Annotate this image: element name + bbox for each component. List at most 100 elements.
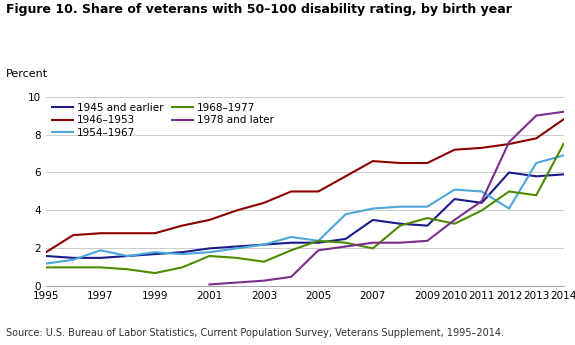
- 1954–1967: [451, 188, 458, 192]
- Line: 1968–1977: 1968–1977: [46, 144, 564, 273]
- 1954–1967: [478, 189, 485, 194]
- 1968–1977: [43, 265, 49, 269]
- Line: 1954–1967: 1954–1967: [46, 155, 564, 264]
- 1968–1977: [124, 267, 131, 271]
- 1968–1977: [260, 259, 267, 264]
- 1978 and later: [260, 278, 267, 283]
- 1945 and earlier: [179, 250, 186, 254]
- 1946–1953: [179, 224, 186, 228]
- 1954–1967: [151, 250, 158, 254]
- 1968–1977: [533, 193, 540, 197]
- 1968–1977: [179, 265, 186, 269]
- 1968–1977: [70, 265, 76, 269]
- 1968–1977: [233, 256, 240, 260]
- 1945 and earlier: [560, 172, 567, 176]
- 1978 and later: [533, 114, 540, 118]
- 1968–1977: [505, 189, 512, 194]
- 1954–1967: [424, 205, 431, 209]
- 1945 and earlier: [478, 201, 485, 205]
- 1945 and earlier: [43, 254, 49, 258]
- 1968–1977: [97, 265, 104, 269]
- 1946–1953: [288, 189, 294, 194]
- 1945 and earlier: [397, 221, 404, 226]
- 1945 and earlier: [369, 218, 376, 222]
- 1954–1967: [369, 206, 376, 210]
- 1946–1953: [315, 189, 322, 194]
- 1954–1967: [505, 206, 512, 210]
- 1978 and later: [233, 280, 240, 285]
- Line: 1978 and later: 1978 and later: [209, 112, 564, 284]
- 1946–1953: [260, 201, 267, 205]
- Text: Source: U.S. Bureau of Labor Statistics, Current Population Survey, Veterans Sup: Source: U.S. Bureau of Labor Statistics,…: [6, 328, 504, 338]
- 1978 and later: [342, 244, 349, 248]
- 1946–1953: [424, 161, 431, 165]
- Line: 1946–1953: 1946–1953: [46, 119, 564, 252]
- 1978 and later: [451, 218, 458, 222]
- 1945 and earlier: [505, 170, 512, 175]
- 1968–1977: [288, 248, 294, 253]
- 1945 and earlier: [451, 197, 458, 201]
- 1945 and earlier: [424, 224, 431, 228]
- 1945 and earlier: [288, 241, 294, 245]
- 1954–1967: [288, 235, 294, 239]
- 1945 and earlier: [70, 256, 76, 260]
- 1978 and later: [505, 140, 512, 144]
- Text: Figure 10. Share of veterans with 50–100 disability rating, by birth year: Figure 10. Share of veterans with 50–100…: [6, 3, 512, 17]
- 1945 and earlier: [97, 256, 104, 260]
- 1945 and earlier: [233, 244, 240, 248]
- 1978 and later: [206, 282, 213, 286]
- 1946–1953: [451, 148, 458, 152]
- 1978 and later: [560, 110, 567, 114]
- 1954–1967: [206, 250, 213, 254]
- 1946–1953: [151, 231, 158, 235]
- 1946–1953: [206, 218, 213, 222]
- 1954–1967: [397, 205, 404, 209]
- 1954–1967: [70, 258, 76, 262]
- 1968–1977: [151, 271, 158, 275]
- 1968–1977: [342, 241, 349, 245]
- 1978 and later: [424, 239, 431, 243]
- 1954–1967: [233, 246, 240, 250]
- 1978 and later: [288, 275, 294, 279]
- 1978 and later: [315, 248, 322, 253]
- 1945 and earlier: [533, 174, 540, 178]
- 1954–1967: [342, 212, 349, 216]
- 1946–1953: [70, 233, 76, 237]
- Text: Percent: Percent: [6, 69, 48, 79]
- 1945 and earlier: [260, 243, 267, 247]
- 1954–1967: [179, 252, 186, 256]
- 1968–1977: [369, 246, 376, 250]
- 1945 and earlier: [124, 254, 131, 258]
- 1968–1977: [451, 221, 458, 226]
- 1945 and earlier: [342, 237, 349, 241]
- 1978 and later: [369, 241, 376, 245]
- 1945 and earlier: [206, 246, 213, 250]
- 1946–1953: [560, 117, 567, 121]
- 1968–1977: [424, 216, 431, 220]
- 1968–1977: [397, 224, 404, 228]
- 1954–1967: [533, 161, 540, 165]
- 1954–1967: [560, 153, 567, 157]
- Line: 1945 and earlier: 1945 and earlier: [46, 172, 564, 258]
- 1945 and earlier: [151, 252, 158, 256]
- 1946–1953: [43, 250, 49, 254]
- 1968–1977: [206, 254, 213, 258]
- 1954–1967: [315, 239, 322, 243]
- 1946–1953: [478, 146, 485, 150]
- 1946–1953: [369, 159, 376, 163]
- 1946–1953: [342, 174, 349, 178]
- 1946–1953: [397, 161, 404, 165]
- 1946–1953: [97, 231, 104, 235]
- 1946–1953: [233, 208, 240, 213]
- 1954–1967: [43, 262, 49, 266]
- 1954–1967: [124, 254, 131, 258]
- 1946–1953: [124, 231, 131, 235]
- 1946–1953: [505, 142, 512, 146]
- 1968–1977: [560, 142, 567, 146]
- 1954–1967: [97, 248, 104, 253]
- Legend: 1945 and earlier, 1946–1953, 1954–1967, 1968–1977, 1978 and later: 1945 and earlier, 1946–1953, 1954–1967, …: [49, 100, 277, 141]
- 1978 and later: [478, 199, 485, 203]
- 1968–1977: [478, 208, 485, 213]
- 1945 and earlier: [315, 241, 322, 245]
- 1946–1953: [533, 136, 540, 140]
